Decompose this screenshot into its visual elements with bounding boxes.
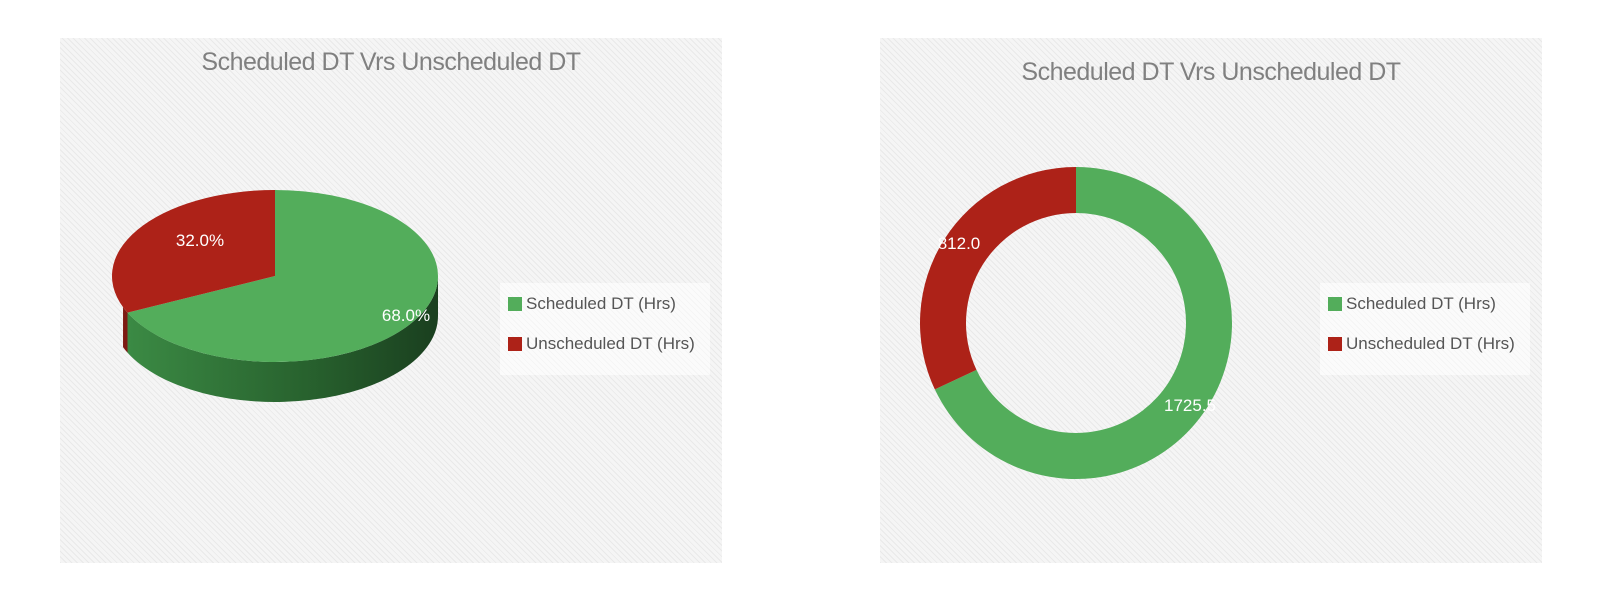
chart-legend: Scheduled DT (Hrs) Unscheduled DT (Hrs) bbox=[1320, 283, 1530, 375]
legend-item-unscheduled: Unscheduled DT (Hrs) bbox=[1328, 333, 1515, 355]
doughnut-slice-unscheduled bbox=[920, 167, 1076, 390]
legend-swatch-scheduled bbox=[508, 297, 522, 311]
chart-title: Scheduled DT Vrs Unscheduled DT bbox=[201, 48, 581, 76]
slice-side-unscheduled bbox=[123, 307, 128, 353]
legend-swatch-unscheduled bbox=[508, 337, 522, 351]
doughnut-chart: 1725.5 812.0 bbox=[920, 167, 1232, 480]
slice-side-scheduled bbox=[127, 276, 439, 402]
legend-swatch-scheduled bbox=[1328, 297, 1342, 311]
pie-slice-unscheduled bbox=[112, 190, 275, 313]
legend-label-scheduled: Scheduled DT (Hrs) bbox=[526, 294, 676, 313]
chart-title: Scheduled DT Vrs Unscheduled DT bbox=[1021, 58, 1401, 86]
pie-chart-panel: Scheduled DT Vrs Unscheduled DT 68.0% 32.… bbox=[60, 38, 722, 563]
legend-label-unscheduled: Unscheduled DT (Hrs) bbox=[1346, 334, 1515, 353]
legend-item-unscheduled: Unscheduled DT (Hrs) bbox=[508, 333, 695, 355]
pie-slice-scheduled bbox=[127, 190, 439, 363]
doughnut-chart-panel: Scheduled DT Vrs Unscheduled DT 1725.5 81… bbox=[880, 38, 1542, 563]
data-label-unscheduled: 32.0% bbox=[176, 231, 224, 250]
legend-swatch-unscheduled bbox=[1328, 337, 1342, 351]
data-label-scheduled: 68.0% bbox=[382, 306, 430, 325]
legend-label-scheduled: Scheduled DT (Hrs) bbox=[1346, 294, 1496, 313]
doughnut-slice-scheduled bbox=[934, 167, 1232, 480]
pie-chart-3d: 68.0% 32.0% bbox=[112, 190, 439, 402]
legend-item-scheduled: Scheduled DT (Hrs) bbox=[508, 293, 676, 315]
legend-item-scheduled: Scheduled DT (Hrs) bbox=[1328, 293, 1496, 315]
chart-legend: Scheduled DT (Hrs) Unscheduled DT (Hrs) bbox=[500, 283, 710, 375]
data-label-scheduled: 1725.5 bbox=[1164, 396, 1216, 415]
legend-label-unscheduled: Unscheduled DT (Hrs) bbox=[526, 334, 695, 353]
data-label-unscheduled: 812.0 bbox=[938, 234, 981, 253]
